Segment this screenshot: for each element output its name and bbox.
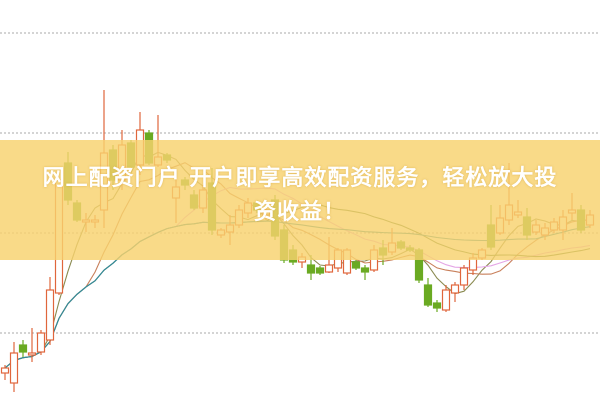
candle-body-up xyxy=(450,284,460,294)
candle xyxy=(27,328,37,362)
candle xyxy=(36,330,46,355)
candle xyxy=(441,285,451,312)
candle xyxy=(459,265,469,290)
candle-body-up xyxy=(0,367,10,374)
candle xyxy=(450,282,460,302)
candle-body-up xyxy=(324,264,334,273)
candle xyxy=(351,260,361,270)
candle xyxy=(9,342,19,392)
candle-body-up xyxy=(459,267,469,286)
candle-body-up xyxy=(45,289,55,341)
candle xyxy=(360,265,370,280)
candle-body-down xyxy=(423,284,433,306)
candle xyxy=(0,365,10,380)
candle-body-down xyxy=(432,302,442,309)
candle xyxy=(315,266,325,275)
promo-banner-text: 网上配资门户 开户即享高效配资服务，轻松放大投 资收益！ xyxy=(0,162,600,230)
candle-body-down xyxy=(315,267,325,274)
banner-line-1: 网上配资门户 开户即享高效配资服务，轻松放大投 xyxy=(42,166,558,191)
candle-body-down xyxy=(306,264,316,274)
candle-body-up xyxy=(441,289,451,311)
candle xyxy=(45,277,55,345)
candle xyxy=(18,340,28,357)
promo-banner xyxy=(0,140,600,260)
candle-body-up xyxy=(27,352,37,356)
candle-body-down xyxy=(351,261,361,269)
candle-body-down xyxy=(360,267,370,273)
banner-line-2: 资收益！ xyxy=(253,200,346,225)
candle xyxy=(432,300,442,312)
candle-body-up xyxy=(9,352,19,384)
candle-body-down xyxy=(18,344,28,353)
candle xyxy=(423,278,433,307)
candle-body-up xyxy=(36,332,46,353)
